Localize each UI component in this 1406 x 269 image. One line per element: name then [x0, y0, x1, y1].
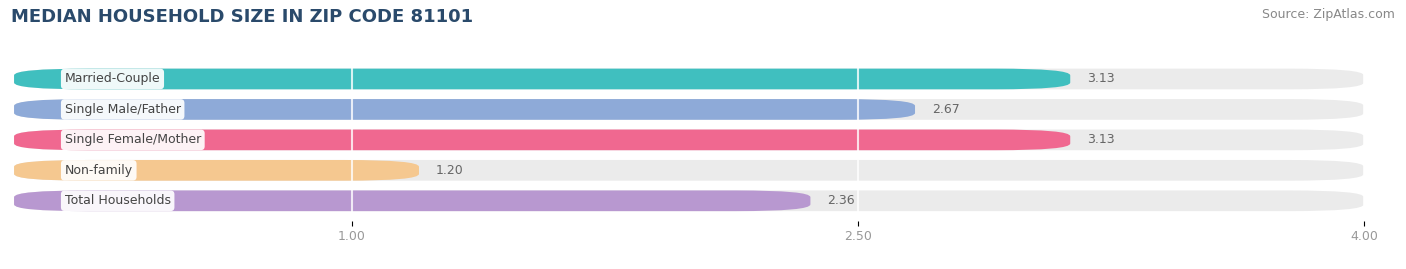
FancyBboxPatch shape [14, 190, 1364, 211]
Text: 3.13: 3.13 [1087, 72, 1115, 86]
Text: 2.67: 2.67 [932, 103, 960, 116]
FancyBboxPatch shape [14, 99, 915, 120]
Text: Single Female/Mother: Single Female/Mother [65, 133, 201, 146]
FancyBboxPatch shape [14, 69, 1070, 89]
Text: Married-Couple: Married-Couple [65, 72, 160, 86]
FancyBboxPatch shape [14, 130, 1070, 150]
Text: 2.36: 2.36 [827, 194, 855, 207]
Text: Source: ZipAtlas.com: Source: ZipAtlas.com [1261, 8, 1395, 21]
FancyBboxPatch shape [14, 99, 1364, 120]
FancyBboxPatch shape [14, 160, 419, 181]
Text: Non-family: Non-family [65, 164, 132, 177]
Text: MEDIAN HOUSEHOLD SIZE IN ZIP CODE 81101: MEDIAN HOUSEHOLD SIZE IN ZIP CODE 81101 [11, 8, 474, 26]
FancyBboxPatch shape [14, 160, 1364, 181]
Text: 1.20: 1.20 [436, 164, 464, 177]
FancyBboxPatch shape [14, 190, 810, 211]
Text: Single Male/Father: Single Male/Father [65, 103, 181, 116]
FancyBboxPatch shape [14, 69, 1364, 89]
FancyBboxPatch shape [14, 130, 1364, 150]
Text: 3.13: 3.13 [1087, 133, 1115, 146]
Text: Total Households: Total Households [65, 194, 170, 207]
